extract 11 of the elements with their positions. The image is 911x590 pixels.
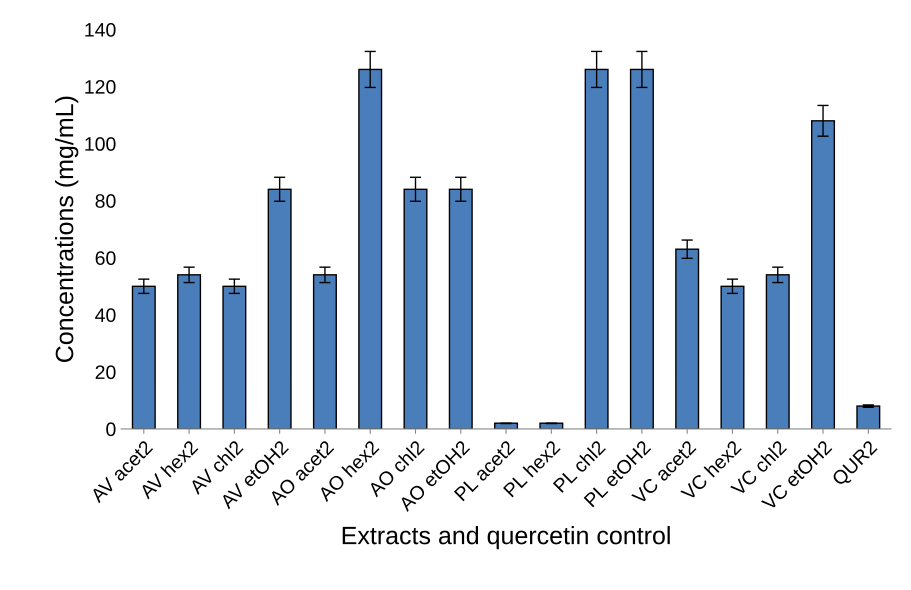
y-tick-label: 80	[96, 194, 116, 208]
y-tick-label: 100	[85, 137, 116, 151]
y-tick-label: 140	[85, 22, 116, 37]
y-tick-label: 0	[106, 422, 116, 436]
y-tick-label: 120	[85, 80, 116, 94]
y-axis-title: Concentrations (mg/mL)	[55, 96, 78, 362]
bar	[856, 405, 880, 429]
y-tick-label: 40	[95, 308, 116, 322]
y-tick-label: 60	[96, 251, 116, 265]
y-tick-label: 20	[96, 365, 116, 380]
x-axis-title: Extracts and quercetin control	[342, 526, 670, 550]
